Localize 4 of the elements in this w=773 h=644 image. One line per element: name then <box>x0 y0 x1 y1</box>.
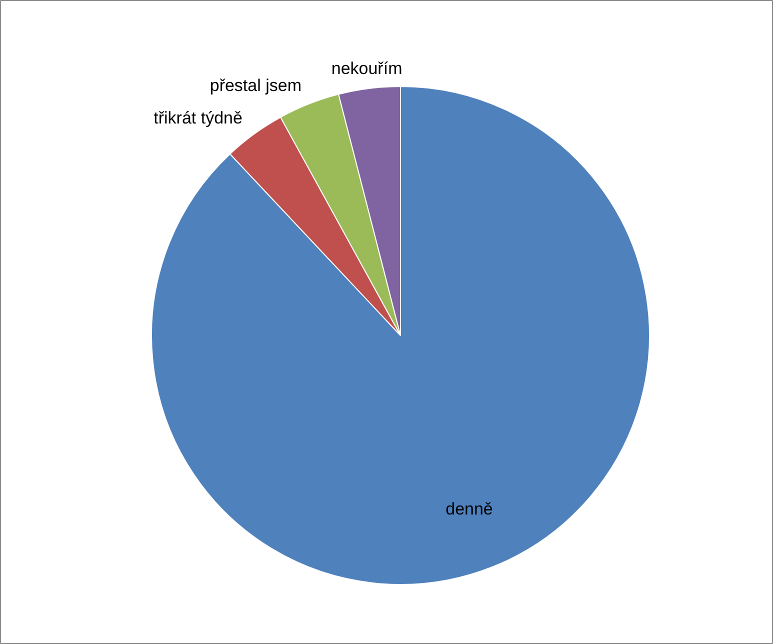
slice-label: přestal jsem <box>210 76 302 95</box>
slice-label: denně <box>446 500 493 519</box>
slice-label: nekouřím <box>331 59 402 78</box>
slice-label: třikrát týdně <box>154 108 242 128</box>
